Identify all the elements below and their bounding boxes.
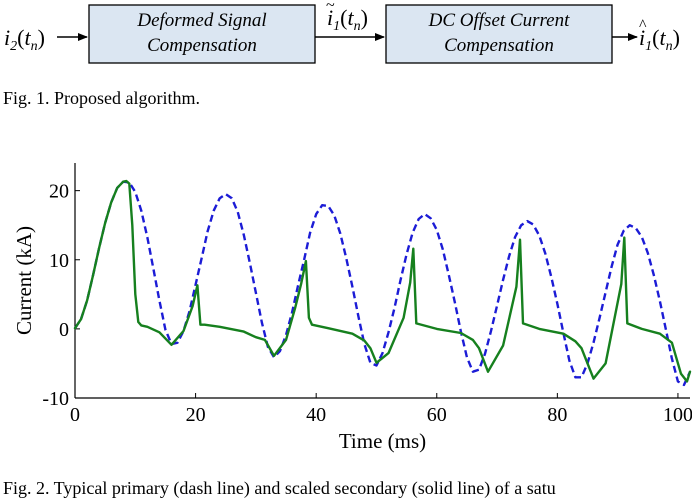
fig2-caption: Fig. 2. Typical primary (dash line) and …	[3, 478, 556, 498]
mid-signal-label: i1(tn) ~	[326, 0, 368, 34]
deformed-signal-block	[88, 4, 316, 64]
x-tick-label: 20	[186, 404, 206, 426]
x-tick-label: 40	[306, 404, 326, 426]
svg-text:i1(tn): i1(tn)	[327, 5, 368, 34]
chart-axes	[74, 163, 690, 399]
output-signal-label: i1(tn) ^	[639, 17, 680, 54]
y-tick-label: -10	[42, 388, 69, 410]
svg-text:i1(tn): i1(tn)	[639, 25, 680, 54]
y-tick-label: 10	[49, 250, 69, 272]
svg-text:i2(tn): i2(tn)	[4, 25, 45, 54]
y-tick-label: 20	[49, 181, 69, 203]
x-axis-label: Time (ms)	[339, 429, 426, 453]
fig1-caption: Fig. 1. Proposed algorithm.	[3, 88, 200, 108]
block-diagram: i2(tn) Deformed Signal Compensation i1(t…	[4, 0, 680, 64]
x-tick-label: 60	[427, 404, 447, 426]
tilde-accent: ~	[326, 0, 335, 14]
block2-line1: DC Offset Current	[428, 10, 570, 31]
x-tick-label: 0	[70, 404, 80, 426]
x-tick-label: 80	[547, 404, 567, 426]
y-axis-label: Current (kA)	[12, 226, 36, 335]
secondary-current-solid-line	[73, 179, 692, 383]
x-tick-label: 100	[663, 404, 692, 426]
hat-accent: ^	[639, 17, 647, 34]
block1-line2: Compensation	[147, 35, 257, 56]
dc-offset-block	[385, 4, 613, 64]
block1-line1: Deformed Signal	[136, 10, 266, 31]
y-tick-label: 0	[59, 319, 69, 341]
block2-line2: Compensation	[444, 35, 554, 56]
primary-current-dashed-line	[74, 180, 692, 387]
input-signal-label: i2(tn)	[4, 25, 45, 54]
chart-series	[73, 179, 692, 387]
